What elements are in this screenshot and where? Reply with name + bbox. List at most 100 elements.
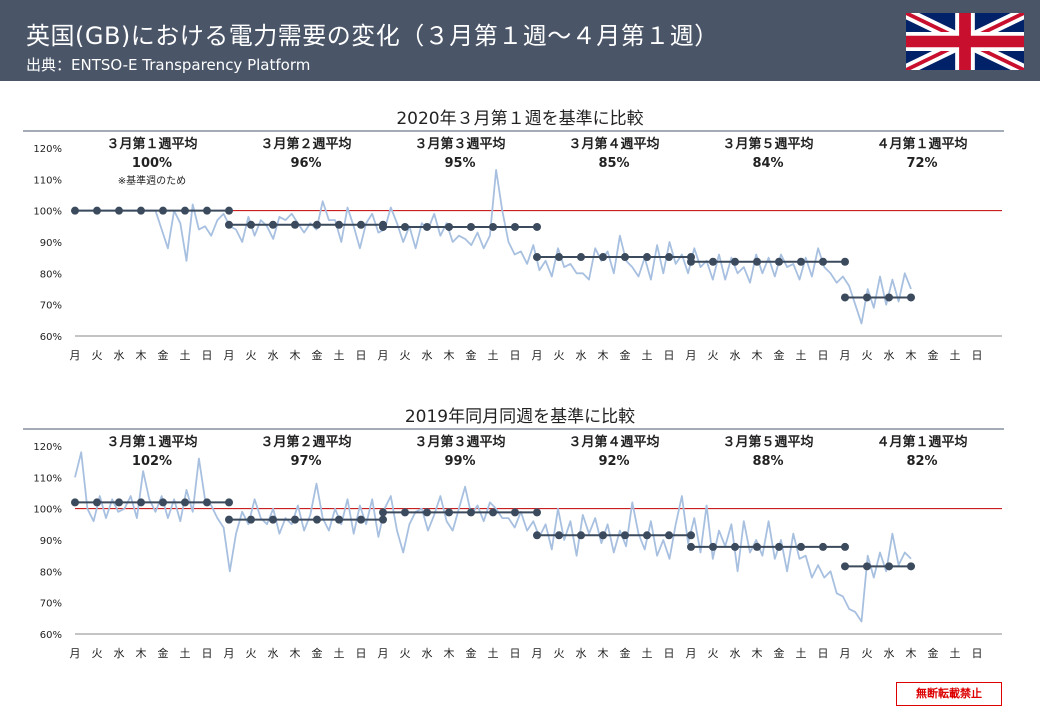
x-tick-label: 金 bbox=[774, 646, 785, 660]
x-tick-label: 日 bbox=[818, 647, 829, 660]
weekly-average-point bbox=[269, 515, 277, 524]
x-tick-label: 金 bbox=[158, 646, 169, 660]
weekly-average-point bbox=[489, 508, 497, 517]
x-tick-label: 火 bbox=[400, 647, 411, 660]
weekly-average-point bbox=[115, 206, 123, 215]
x-tick-label: 火 bbox=[92, 647, 103, 660]
weekly-average-point bbox=[533, 508, 541, 517]
y-tick-label: 100% bbox=[33, 207, 62, 218]
y-tick-label: 70% bbox=[40, 301, 62, 312]
x-tick-label: 土 bbox=[488, 647, 499, 660]
x-tick-label: 水 bbox=[576, 647, 587, 660]
weekly-average-point bbox=[863, 293, 871, 302]
x-tick-label: 日 bbox=[510, 349, 521, 362]
weekly-average-point bbox=[445, 508, 453, 517]
x-tick-label: 金 bbox=[466, 646, 477, 660]
week-average-note: ※基準週のため bbox=[118, 174, 186, 187]
x-tick-label: 金 bbox=[466, 348, 477, 362]
x-tick-label: 火 bbox=[554, 349, 565, 362]
x-tick-label: 水 bbox=[730, 349, 741, 362]
weekly-average-point bbox=[137, 206, 145, 215]
weekly-average-point bbox=[225, 515, 233, 524]
x-tick-label: 木 bbox=[136, 349, 147, 362]
weekly-average-point bbox=[797, 257, 805, 266]
week-average-value: 99% bbox=[444, 454, 475, 469]
x-tick-label: 日 bbox=[818, 349, 829, 362]
week-average-label: ３月第５週平均 bbox=[722, 434, 813, 450]
week-average-value: 85% bbox=[598, 156, 629, 171]
weekly-average-point bbox=[577, 253, 585, 262]
x-tick-label: 金 bbox=[312, 348, 323, 362]
x-tick-label: 木 bbox=[752, 647, 763, 660]
x-tick-label: 金 bbox=[620, 348, 631, 362]
x-tick-label: 水 bbox=[114, 349, 125, 362]
weekly-average-point bbox=[577, 531, 585, 540]
weekly-average-point bbox=[357, 515, 365, 524]
weekly-average-point bbox=[621, 531, 629, 540]
x-tick-label: 木 bbox=[290, 349, 301, 362]
weekly-average-point bbox=[555, 253, 563, 262]
demand-series-line bbox=[74, 451, 912, 623]
y-tick-label: 90% bbox=[40, 536, 62, 547]
weekly-average-point bbox=[313, 515, 321, 524]
x-tick-label: 水 bbox=[422, 349, 433, 362]
weekly-average-point bbox=[181, 498, 189, 507]
x-tick-label: 月 bbox=[686, 647, 697, 660]
weekly-average-point bbox=[533, 253, 541, 262]
weekly-average-point bbox=[841, 562, 849, 571]
x-tick-label: 月 bbox=[224, 647, 235, 660]
weekly-average-point bbox=[423, 222, 431, 231]
x-tick-label: 火 bbox=[862, 349, 873, 362]
weekly-average-point bbox=[731, 257, 739, 266]
source-caption: 出典：ENTSO-E Transparency Platform bbox=[26, 56, 311, 74]
x-tick-label: 木 bbox=[444, 647, 455, 660]
x-tick-label: 木 bbox=[752, 349, 763, 362]
x-tick-label: 水 bbox=[884, 647, 895, 660]
no-reprint-stamp: 無断転載禁止 bbox=[896, 682, 1002, 706]
x-tick-label: 水 bbox=[114, 647, 125, 660]
week-average-value: 84% bbox=[752, 156, 783, 171]
y-tick-label: 70% bbox=[40, 599, 62, 610]
x-tick-label: 日 bbox=[356, 349, 367, 362]
y-tick-label: 120% bbox=[33, 144, 62, 155]
weekly-average-point bbox=[269, 220, 277, 229]
weekly-average-point bbox=[401, 222, 409, 231]
x-tick-label: 金 bbox=[928, 646, 939, 660]
x-tick-label: 土 bbox=[642, 647, 653, 660]
weekly-average-point bbox=[291, 515, 299, 524]
week-average-value: 100% bbox=[132, 156, 172, 171]
weekly-average-point bbox=[775, 542, 783, 551]
demand-series-line bbox=[75, 169, 912, 325]
x-tick-label: 水 bbox=[422, 647, 433, 660]
weekly-average-point bbox=[159, 498, 167, 507]
weekly-average-point bbox=[357, 220, 365, 229]
y-tick-label: 80% bbox=[40, 567, 62, 578]
weekly-average-point bbox=[599, 253, 607, 262]
x-tick-label: 月 bbox=[840, 349, 851, 362]
x-tick-label: 水 bbox=[884, 349, 895, 362]
week-average-label: ３月第４週平均 bbox=[568, 136, 659, 152]
weekly-average-point bbox=[247, 220, 255, 229]
weekly-average-point bbox=[687, 257, 695, 266]
weekly-average-point bbox=[819, 542, 827, 551]
weekly-average-point bbox=[687, 542, 695, 551]
weekly-average-point bbox=[885, 562, 893, 571]
x-tick-label: 水 bbox=[730, 647, 741, 660]
x-tick-label: 月 bbox=[840, 647, 851, 660]
x-tick-label: 日 bbox=[202, 349, 213, 362]
weekly-average-point bbox=[819, 257, 827, 266]
weekly-average-point bbox=[555, 531, 563, 540]
weekly-average-point bbox=[445, 222, 453, 231]
weekly-average-point bbox=[709, 257, 717, 266]
x-tick-label: 金 bbox=[620, 646, 631, 660]
weekly-average-point bbox=[247, 515, 255, 524]
x-tick-label: 金 bbox=[312, 646, 323, 660]
y-tick-label: 60% bbox=[40, 630, 62, 641]
weekly-average-point bbox=[863, 562, 871, 571]
week-average-value: 97% bbox=[290, 454, 321, 469]
weekly-average-point bbox=[533, 531, 541, 540]
header-bar: 英国(GB)における電力需要の変化（３月第１週～４月第１週） 出典：ENTSO-… bbox=[0, 0, 1040, 81]
x-tick-label: 月 bbox=[224, 349, 235, 362]
weekly-average-point bbox=[885, 293, 893, 302]
weekly-average-point bbox=[907, 293, 915, 302]
